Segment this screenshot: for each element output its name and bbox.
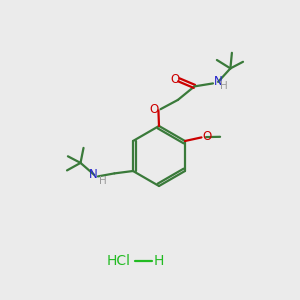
Text: N: N: [214, 75, 223, 88]
Text: N: N: [88, 168, 97, 181]
Text: O: O: [170, 73, 179, 86]
Text: O: O: [202, 130, 211, 143]
Text: H: H: [99, 176, 107, 186]
Text: H: H: [220, 81, 227, 92]
Text: O: O: [149, 103, 158, 116]
Text: HCl: HCl: [106, 254, 130, 268]
Text: H: H: [154, 254, 164, 268]
